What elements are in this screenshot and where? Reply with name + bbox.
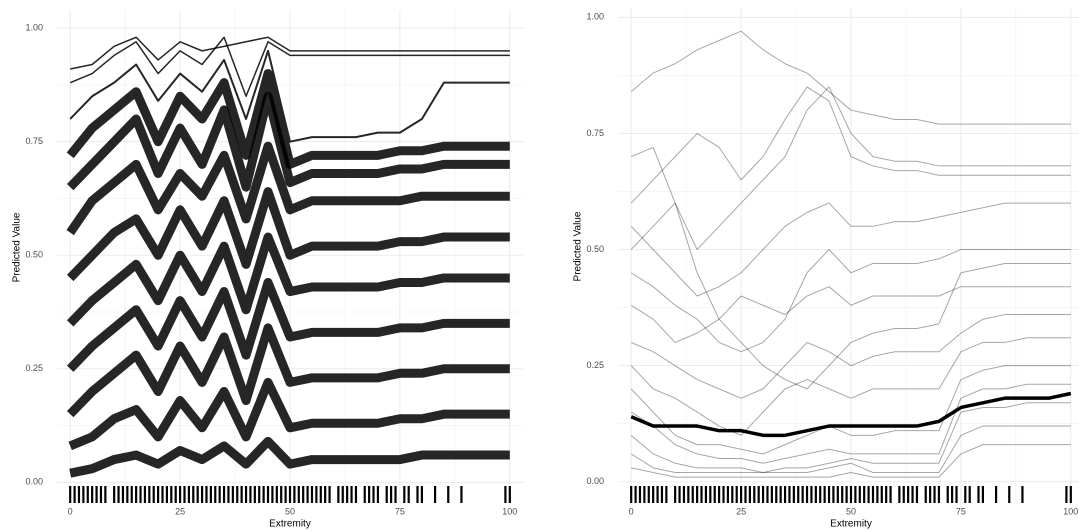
x-tick-label: 50 [285, 506, 295, 516]
x-axis-label: Extremity [830, 519, 872, 530]
ice-line [630, 391, 1072, 438]
ice-line [66, 141, 510, 236]
ice-line [66, 232, 510, 327]
x-tick-label: 75 [956, 506, 966, 516]
y-tick-label: 0.75 [25, 136, 43, 146]
ice-line [66, 91, 510, 192]
ice-line [630, 425, 1071, 473]
ice-line [630, 86, 1071, 204]
x-tick-label: 0 [68, 506, 73, 516]
ice-line [630, 249, 1071, 353]
y-axis-label: Predicted Value [573, 211, 584, 281]
y-tick-label: 1.00 [25, 23, 43, 33]
ice-line [66, 323, 510, 418]
ice-line [630, 383, 1071, 464]
ice-line [66, 187, 510, 282]
y-tick-label: 0.25 [25, 363, 43, 373]
ice-line [66, 277, 510, 372]
ice-line [70, 36, 510, 70]
ice-line [630, 30, 1071, 125]
plots: 0 25 50 75 100 0.00 0.25 0.50 0.75 1.00 Extremity P… [12, 8, 1079, 530]
y-tick-label: 0.50 [586, 244, 604, 254]
y-tick-label: 0.00 [586, 476, 604, 486]
x-tick-label: 25 [736, 506, 746, 516]
x-tick-label: 50 [846, 506, 856, 516]
y-tick-label: 0.75 [586, 128, 604, 138]
ice-line [630, 202, 1071, 297]
ice-line [630, 402, 1071, 473]
ice-line [68, 377, 510, 451]
ice-line [630, 365, 1071, 455]
x-tick-label: 75 [395, 506, 405, 516]
x-tick-label: 0 [629, 506, 634, 516]
ice-line [630, 337, 1071, 436]
y-tick-label: 0.25 [586, 360, 604, 370]
y-tick-label: 1.00 [586, 12, 604, 22]
ice-line [630, 86, 1071, 251]
ice-line [630, 314, 1071, 399]
x-tick-label: 25 [175, 506, 185, 516]
y-tick-label: 0.50 [25, 250, 43, 260]
ice-line [69, 49, 510, 143]
x-tick-label: 100 [1063, 506, 1078, 516]
y-axis-label: Predicted Value [12, 212, 23, 282]
ice-line [69, 36, 510, 98]
y-tick-label: 0.00 [25, 477, 43, 487]
ice-line [630, 286, 1071, 343]
x-tick-label: 100 [502, 506, 517, 516]
ice-line [631, 444, 1071, 478]
x-axis-label: Extremity [269, 519, 311, 530]
ice-line [69, 436, 510, 478]
ice-line [630, 202, 1071, 390]
